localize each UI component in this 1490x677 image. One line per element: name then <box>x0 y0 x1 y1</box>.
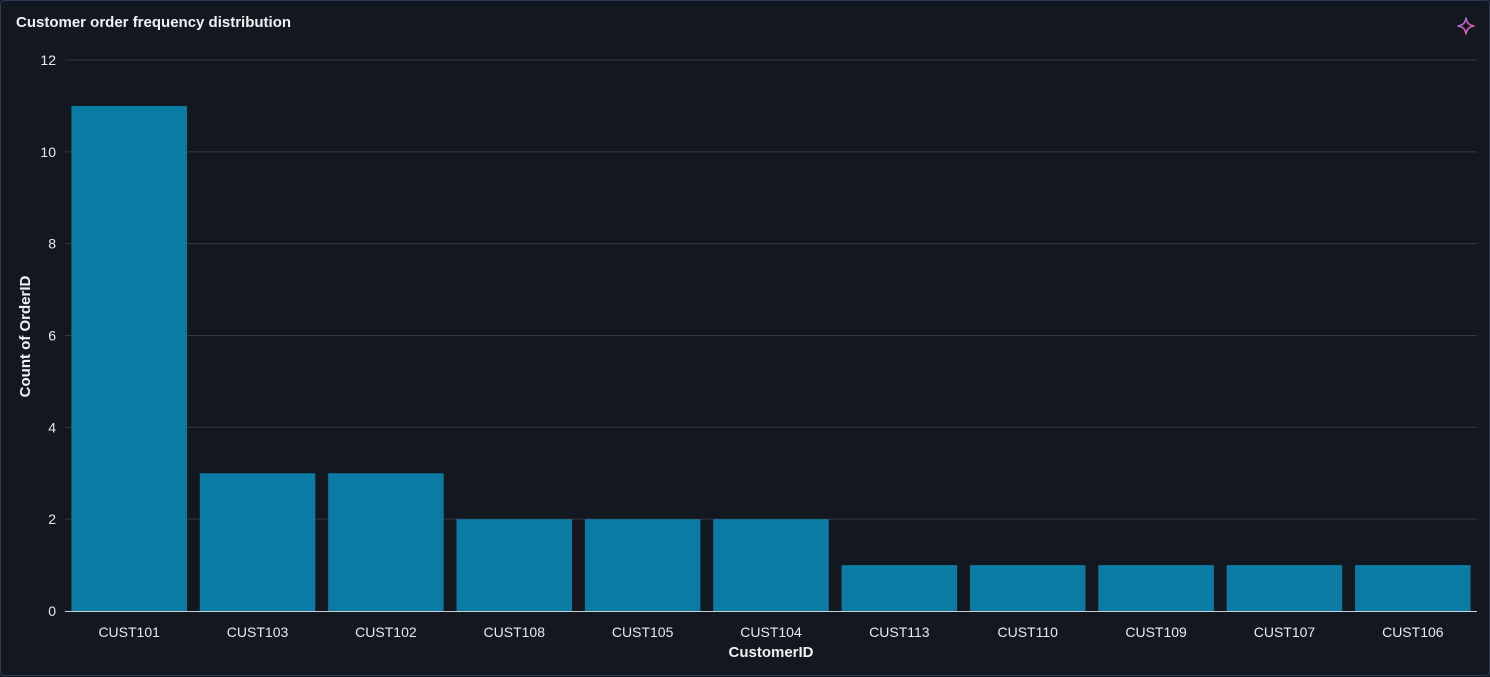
x-tick-label: CUST101 <box>98 624 160 640</box>
y-tick-label: 0 <box>48 603 56 619</box>
bar[interactable] <box>1227 565 1343 611</box>
x-tick-label: CUST104 <box>740 624 802 640</box>
bar[interactable] <box>970 565 1086 611</box>
y-tick-label: 10 <box>40 144 56 160</box>
bar[interactable] <box>1355 565 1471 611</box>
x-tick-label: CUST103 <box>227 624 289 640</box>
y-tick-label: 6 <box>48 328 56 344</box>
x-tick-labels: CUST101 CUST103 CUST102 CUST108 CUST105 CUST1… <box>98 624 1443 640</box>
bar[interactable] <box>457 519 573 611</box>
bar[interactable] <box>585 519 701 611</box>
x-tick-label: CUST107 <box>1254 624 1316 640</box>
x-tick-label: CUST102 <box>355 624 417 640</box>
bar[interactable] <box>200 473 316 611</box>
y-tick-label: 12 <box>40 52 56 68</box>
x-tick-label: CUST108 <box>484 624 546 640</box>
x-tick-label: CUST106 <box>1382 624 1444 640</box>
bars <box>71 106 1470 611</box>
y-axis-title: Count of OrderID <box>17 276 34 398</box>
bar[interactable] <box>713 519 829 611</box>
bar[interactable] <box>328 473 444 611</box>
gridlines <box>65 60 1477 519</box>
y-tick-label: 2 <box>48 511 56 527</box>
y-tick-labels: 0 2 4 6 8 10 12 <box>40 52 56 619</box>
y-tick-label: 4 <box>48 419 56 435</box>
x-tick-label: CUST105 <box>612 624 674 640</box>
bar[interactable] <box>842 565 958 611</box>
y-tick-label: 8 <box>48 236 56 252</box>
bar[interactable] <box>71 106 187 611</box>
x-axis-title: CustomerID <box>728 644 813 661</box>
x-tick-label: CUST110 <box>998 624 1059 640</box>
x-tick-label: CUST109 <box>1125 624 1187 640</box>
bar[interactable] <box>1098 565 1214 611</box>
x-tick-label: CUST113 <box>869 624 930 640</box>
